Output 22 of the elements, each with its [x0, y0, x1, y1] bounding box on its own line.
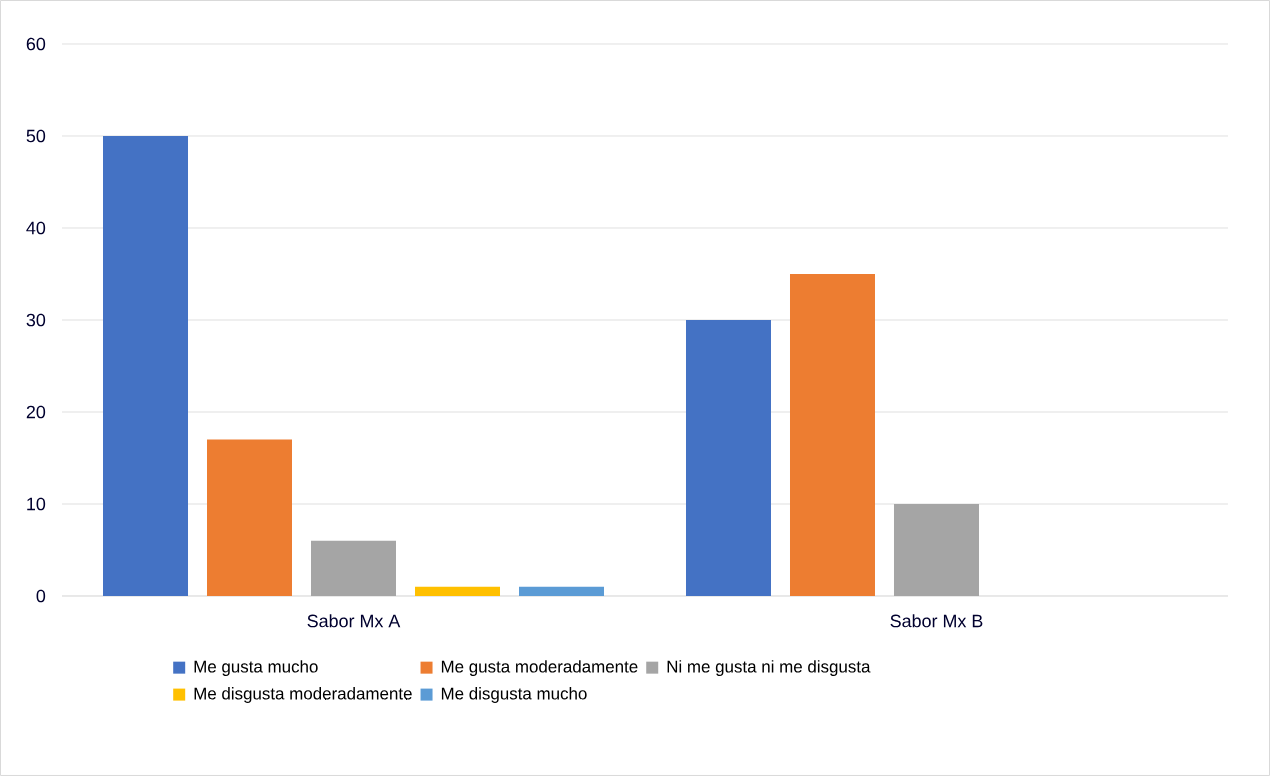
y-tick-label: 30: [26, 313, 46, 327]
bar: [686, 319, 771, 596]
y-tick-label: 50: [26, 129, 46, 143]
y-tick-label: 20: [26, 405, 46, 419]
legend-label: Me gusta mucho: [194, 660, 318, 676]
bar: [894, 503, 979, 596]
y-tick-label: 10: [27, 497, 46, 511]
legend-label: Me disgusta moderadamente: [194, 687, 412, 703]
legend-label: Me disgusta mucho: [441, 687, 587, 703]
legend-label: Ni me gusta ni me disgusta: [667, 660, 871, 676]
x-tick-label: Sabor Mx B: [890, 614, 983, 628]
bar: [790, 273, 875, 596]
y-tick-label: 40: [26, 221, 46, 235]
bar: [519, 586, 605, 596]
legend-label: Me gusta moderadamente: [441, 660, 638, 676]
y-tick-label: 0: [36, 589, 46, 603]
bar: [311, 540, 397, 596]
bar: [103, 135, 188, 596]
bar: [415, 586, 501, 596]
y-tick-label: 60: [26, 37, 46, 51]
bar: [207, 439, 292, 596]
x-tick-label: Sabor Mx A: [307, 614, 401, 628]
